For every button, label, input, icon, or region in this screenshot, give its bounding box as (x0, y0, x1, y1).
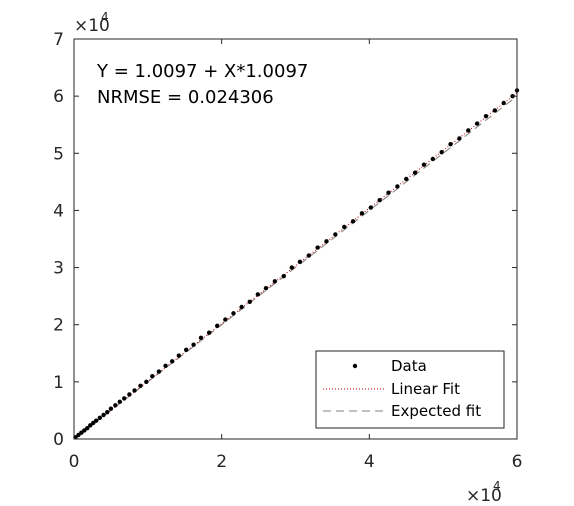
data-point (281, 274, 285, 278)
data-point (273, 279, 277, 283)
data-point (386, 191, 390, 195)
data-point (448, 142, 452, 146)
data-point (231, 311, 235, 315)
data-point (264, 286, 268, 290)
data-point (101, 413, 105, 417)
legend: Data Linear Fit Expected fit (316, 351, 504, 428)
data-point (290, 265, 294, 269)
data-point (248, 300, 252, 304)
y-tick-label: 6 (53, 87, 64, 107)
data-point (360, 211, 364, 215)
nrmse-annotation: NRMSE = 0.024306 (97, 87, 274, 108)
data-point (342, 225, 346, 229)
data-point (502, 101, 506, 105)
data-point (324, 239, 328, 243)
data-point (439, 150, 443, 154)
data-point (422, 163, 426, 167)
legend-label-linear-fit: Linear Fit (391, 380, 460, 398)
data-point (163, 364, 167, 368)
data-point (207, 331, 211, 335)
x-multiplier-exponent: 4 (493, 479, 501, 493)
data-point (298, 260, 302, 264)
legend-data-marker (353, 364, 357, 368)
data-point (466, 128, 470, 132)
data-point (150, 374, 154, 378)
data-point (239, 305, 243, 309)
y-tick-label: 2 (53, 316, 64, 336)
data-point (377, 198, 381, 202)
y-tick-label: 7 (53, 30, 64, 50)
x-tick-label: 4 (364, 452, 375, 472)
data-point (105, 410, 109, 414)
data-point (395, 184, 399, 188)
data-point (475, 121, 479, 125)
data-point (191, 343, 195, 347)
data-point (170, 359, 174, 363)
fit-equation-annotation: Y = 1.0097 + X*1.0097 (96, 61, 308, 82)
y-tick-label: 3 (53, 259, 64, 279)
data-point (223, 317, 227, 321)
data-point (118, 400, 122, 404)
y-tick-label: 0 (53, 430, 64, 450)
data-point (109, 407, 113, 411)
data-point (138, 384, 142, 388)
x-tick-label: 0 (69, 452, 80, 472)
data-point (333, 232, 337, 236)
data-point (98, 416, 102, 420)
data-point (199, 336, 203, 340)
data-point (484, 114, 488, 118)
x-tick-label: 6 (512, 452, 523, 472)
y-tick-labels: 0 1 2 3 4 5 6 7 (53, 30, 64, 450)
data-point (113, 403, 117, 407)
data-point (315, 245, 319, 249)
x-tick-label: 2 (216, 452, 227, 472)
data-point (256, 292, 260, 296)
data-point (157, 369, 161, 373)
data-point (404, 177, 408, 181)
y-tick-label: 5 (53, 144, 64, 164)
data-point (177, 353, 181, 357)
data-point (215, 324, 219, 328)
data-point (127, 392, 131, 396)
data-point (457, 136, 461, 140)
data-point (184, 348, 188, 352)
data-point (122, 396, 126, 400)
data-point (351, 219, 355, 223)
data-point (94, 419, 98, 423)
data-point (369, 205, 373, 209)
legend-label-expected-fit: Expected fit (391, 402, 481, 420)
data-point (307, 253, 311, 257)
data-point (132, 388, 136, 392)
legend-label-data: Data (391, 357, 427, 375)
data-point (413, 171, 417, 175)
data-point (431, 157, 435, 161)
y-multiplier-exponent: 4 (101, 10, 109, 24)
y-tick-label: 1 (53, 373, 64, 393)
data-point (144, 380, 148, 384)
data-point (493, 108, 497, 112)
y-tick-label: 4 (53, 201, 64, 221)
x-tick-labels: 0 2 4 6 (69, 452, 523, 472)
